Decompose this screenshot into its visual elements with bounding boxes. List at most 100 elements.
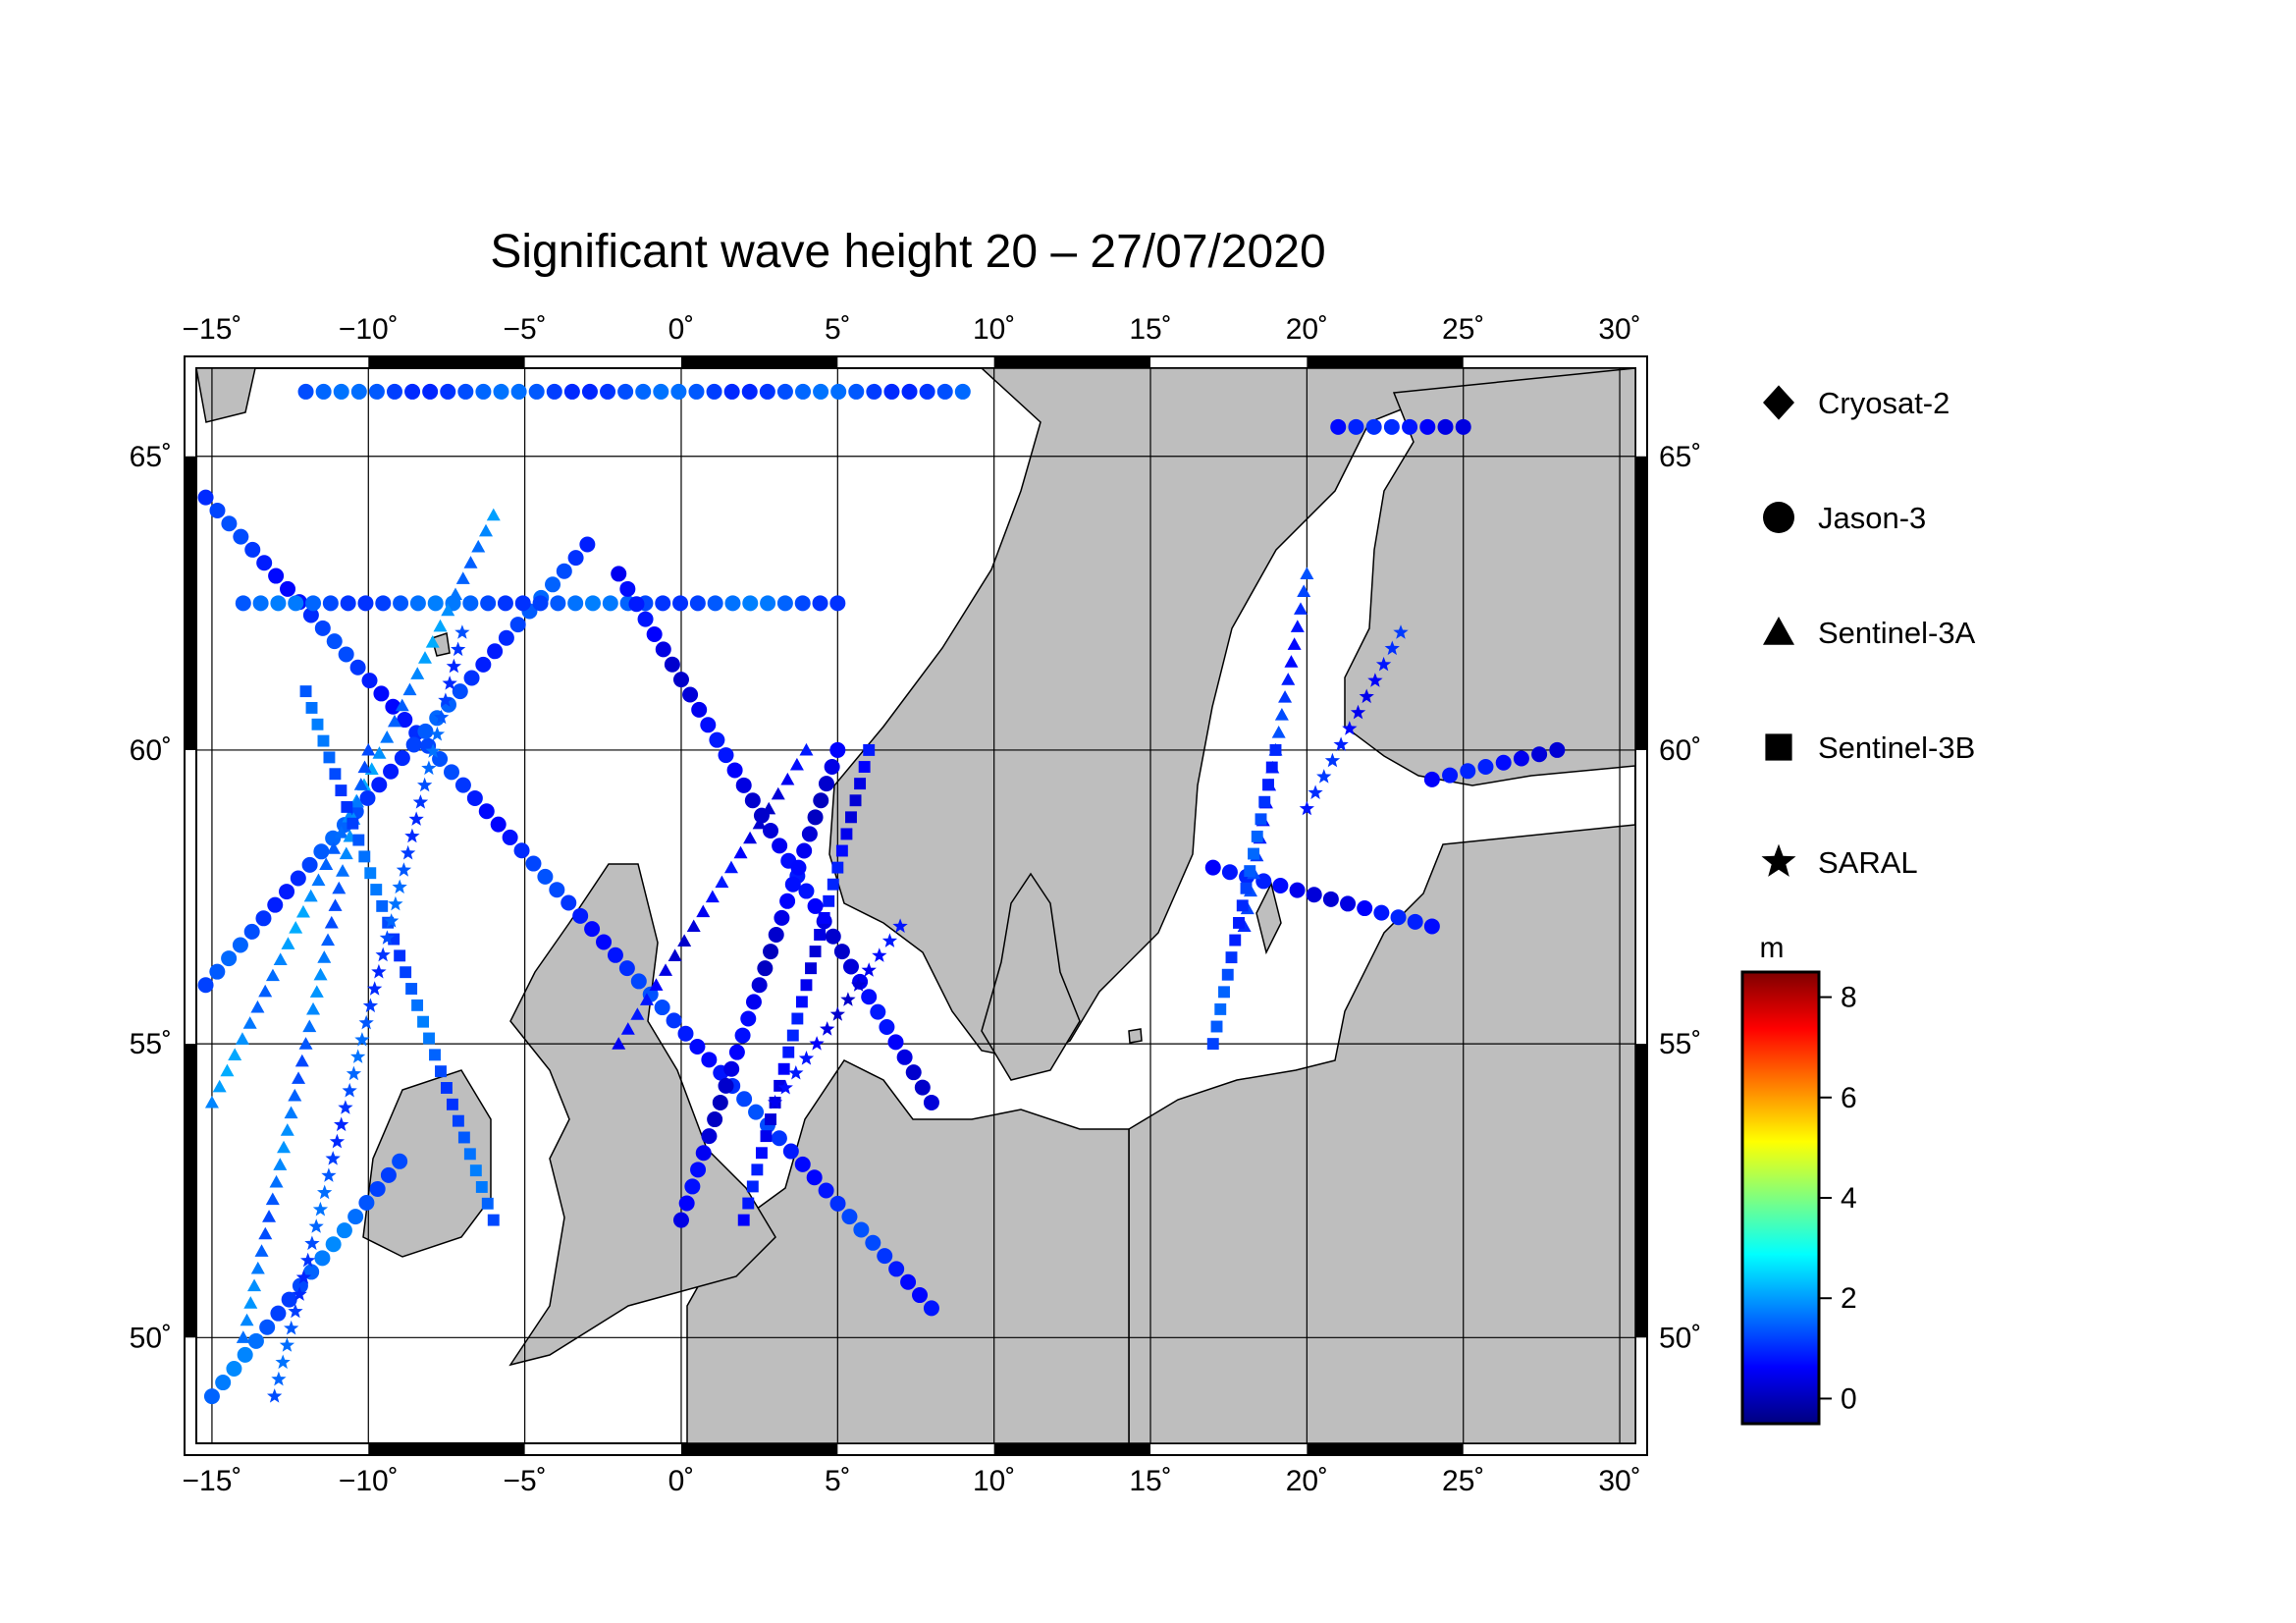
track-point	[336, 1222, 352, 1239]
track-point	[740, 1010, 757, 1027]
track-point	[905, 1064, 922, 1081]
track-point	[1477, 759, 1494, 776]
track-point	[258, 1226, 273, 1240]
track-point	[795, 996, 808, 1008]
series-jason-3	[197, 383, 1566, 1405]
colorbar-tick-label: 8	[1841, 982, 1857, 1014]
lon-tick-label: −5˚	[504, 1465, 547, 1497]
track-point	[780, 772, 795, 785]
track-point	[314, 1250, 331, 1267]
track-point	[446, 658, 461, 674]
track-point	[405, 736, 422, 753]
frame-segment-bottom	[680, 1443, 838, 1455]
legend-symbol-triangle-icon	[1763, 617, 1794, 645]
track-point	[798, 1051, 815, 1065]
track-point	[209, 502, 226, 518]
track-point	[1240, 882, 1253, 894]
track-point	[479, 523, 494, 537]
track-point	[635, 383, 652, 400]
track-point	[707, 1111, 723, 1128]
track-point	[417, 723, 434, 739]
track-point	[463, 1148, 476, 1161]
track-point	[336, 864, 350, 877]
track-point	[800, 979, 813, 992]
track-point	[497, 595, 513, 612]
track-point	[742, 595, 759, 612]
track-point	[487, 643, 504, 660]
track-point	[326, 841, 341, 854]
track-point	[451, 641, 466, 657]
track-point	[254, 1244, 269, 1257]
track-point	[319, 857, 334, 870]
track-point	[600, 383, 616, 400]
track-point	[197, 489, 214, 506]
track-point	[417, 777, 433, 792]
track-point	[487, 1214, 500, 1226]
track-point	[1287, 637, 1302, 650]
track-point	[329, 768, 342, 781]
track-point	[602, 595, 618, 612]
track-point	[368, 383, 385, 400]
lat-tick-label: 60˚	[1659, 734, 1701, 767]
track-point	[1204, 859, 1221, 876]
track-point	[799, 742, 814, 756]
track-point	[705, 890, 720, 903]
track-point	[388, 933, 400, 946]
track-point	[666, 1012, 682, 1029]
track-point	[751, 1163, 764, 1176]
track-point	[232, 937, 248, 953]
frame-segment-top	[368, 356, 525, 368]
track-point	[833, 944, 850, 960]
track-point	[301, 856, 318, 873]
track-point	[841, 1209, 858, 1225]
track-point	[242, 1016, 257, 1029]
track-point	[912, 1287, 929, 1304]
track-point	[371, 777, 388, 793]
lat-tick-label: 50˚	[1659, 1322, 1701, 1354]
track-point	[782, 1143, 799, 1160]
track-point	[745, 994, 762, 1010]
track-point	[686, 919, 701, 933]
track-point	[288, 1088, 302, 1102]
track-point	[308, 1218, 324, 1233]
land-gotland	[1255, 881, 1282, 955]
track-point	[392, 879, 407, 894]
track-point	[1324, 752, 1341, 768]
track-point	[400, 844, 416, 860]
track-point	[273, 1158, 288, 1170]
track-point	[829, 741, 846, 758]
track-point	[872, 947, 887, 962]
track-point	[733, 845, 748, 859]
track-point	[404, 828, 420, 843]
track-point	[850, 977, 867, 992]
land-great-britain	[508, 863, 776, 1367]
track-point	[438, 692, 454, 707]
land-bornholm	[1128, 1028, 1143, 1044]
track-point	[288, 1303, 303, 1319]
track-point	[1549, 741, 1566, 758]
frame-segment-bottom	[1307, 1443, 1464, 1455]
track-point	[1255, 813, 1267, 826]
track-point	[1340, 895, 1357, 912]
track-point	[457, 1131, 470, 1144]
track-point	[691, 701, 708, 718]
track-point	[715, 875, 729, 889]
colorbar-tick-label: 4	[1841, 1182, 1857, 1215]
track-point	[1299, 800, 1314, 816]
track-point	[561, 894, 577, 911]
track-point	[1251, 830, 1263, 842]
track-point	[288, 595, 304, 612]
track-point	[1271, 725, 1286, 738]
track-point	[525, 855, 542, 872]
track-point	[358, 850, 371, 863]
track-point	[744, 792, 761, 809]
track-point	[1265, 761, 1278, 774]
track-point	[763, 822, 779, 839]
track-point	[292, 1277, 308, 1294]
track-point	[726, 762, 743, 779]
track-point	[755, 1147, 768, 1160]
track-point	[335, 784, 347, 797]
track-point	[689, 595, 706, 612]
satellite-legend: Cryosat-2 Jason-3 Sentinel-3A Sentinel-3B SA…	[1761, 385, 1976, 880]
track-point	[388, 895, 403, 911]
